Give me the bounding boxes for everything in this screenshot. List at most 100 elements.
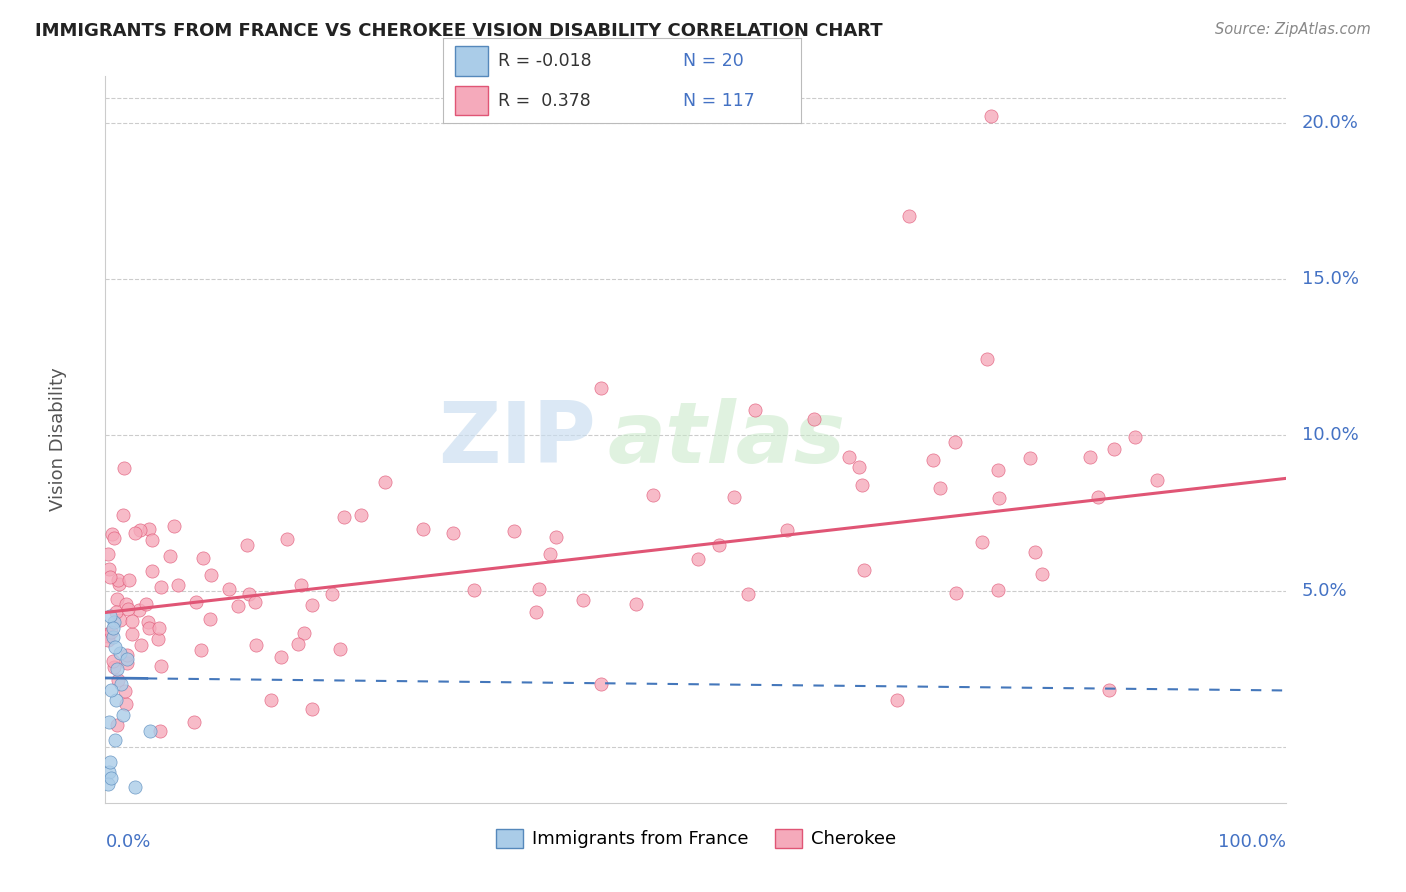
Text: R =  0.378: R = 0.378 — [499, 92, 591, 110]
Point — [270, 650, 292, 665]
Point — [744, 402, 766, 417]
Point — [162, 518, 184, 533]
Point — [128, 524, 150, 538]
Point — [245, 638, 267, 652]
Point — [276, 532, 298, 546]
Point — [107, 573, 129, 587]
Point — [118, 574, 141, 588]
Point — [591, 677, 613, 691]
Point — [290, 578, 312, 592]
Point — [1031, 567, 1053, 582]
Point — [803, 412, 825, 426]
Point — [97, 629, 120, 643]
Point — [191, 551, 214, 566]
Point — [321, 587, 343, 601]
Point — [100, 683, 122, 698]
Point — [141, 533, 163, 548]
Point — [98, 608, 121, 623]
Point — [98, 756, 121, 770]
Point — [101, 621, 124, 635]
Point — [124, 780, 146, 795]
Point — [287, 637, 309, 651]
Point — [848, 460, 870, 475]
Point — [1078, 450, 1101, 465]
Point — [149, 580, 172, 594]
Point — [572, 593, 595, 607]
Legend: Immigrants from France, Cherokee: Immigrants from France, Cherokee — [488, 822, 904, 855]
Point — [228, 599, 250, 614]
Point — [107, 717, 129, 731]
Point — [98, 570, 121, 584]
Point — [98, 562, 121, 576]
Point — [1146, 473, 1168, 487]
Point — [100, 527, 122, 541]
Point — [114, 697, 136, 711]
Point — [138, 522, 160, 536]
Point — [159, 549, 181, 563]
Point — [200, 568, 222, 582]
Point — [98, 764, 121, 779]
Point — [970, 534, 993, 549]
Bar — [456, 46, 488, 76]
Point — [105, 592, 128, 607]
Point — [591, 381, 613, 395]
Point — [737, 586, 759, 600]
Point — [329, 642, 352, 657]
Point — [686, 551, 709, 566]
Point — [301, 598, 323, 612]
Point — [105, 693, 128, 707]
Point — [121, 626, 143, 640]
Point — [103, 532, 125, 546]
Point — [976, 351, 998, 366]
Text: 20.0%: 20.0% — [1302, 113, 1358, 132]
Point — [135, 597, 157, 611]
Point — [128, 603, 150, 617]
Point — [412, 522, 434, 536]
Point — [112, 708, 135, 723]
Point — [100, 771, 122, 785]
Point — [441, 526, 464, 541]
Point — [538, 547, 561, 561]
Point — [107, 673, 129, 687]
Point — [852, 563, 875, 577]
Point — [641, 488, 664, 502]
Point — [980, 109, 1002, 123]
Point — [776, 523, 799, 537]
Text: Source: ZipAtlas.com: Source: ZipAtlas.com — [1215, 22, 1371, 37]
Point — [136, 615, 159, 630]
Point — [987, 491, 1010, 506]
Point — [112, 508, 135, 522]
Point — [148, 621, 170, 635]
Point — [110, 677, 132, 691]
Bar — [456, 86, 488, 115]
Point — [100, 624, 122, 639]
Point — [97, 547, 120, 561]
Point — [115, 656, 138, 670]
Text: 100.0%: 100.0% — [1219, 833, 1286, 851]
Point — [115, 652, 138, 666]
Point — [101, 631, 124, 645]
Text: IMMIGRANTS FROM FRANCE VS CHEROKEE VISION DISABILITY CORRELATION CHART: IMMIGRANTS FROM FRANCE VS CHEROKEE VISIO… — [35, 22, 883, 40]
Point — [114, 684, 136, 698]
Point — [838, 450, 860, 464]
Text: Vision Disability: Vision Disability — [49, 368, 67, 511]
Text: 10.0%: 10.0% — [1302, 425, 1358, 443]
Point — [167, 578, 190, 592]
Point — [112, 460, 135, 475]
Text: atlas: atlas — [607, 398, 845, 481]
Point — [149, 724, 172, 739]
Point — [897, 209, 920, 223]
Point — [1102, 442, 1125, 456]
Point — [1019, 451, 1042, 466]
Point — [624, 597, 647, 611]
Point — [544, 531, 567, 545]
Point — [139, 724, 162, 739]
Point — [527, 582, 550, 596]
Point — [260, 693, 283, 707]
Point — [183, 714, 205, 729]
Point — [1024, 545, 1046, 559]
Point — [186, 595, 208, 609]
Point — [503, 524, 526, 538]
Point — [105, 605, 128, 619]
Point — [97, 777, 120, 791]
